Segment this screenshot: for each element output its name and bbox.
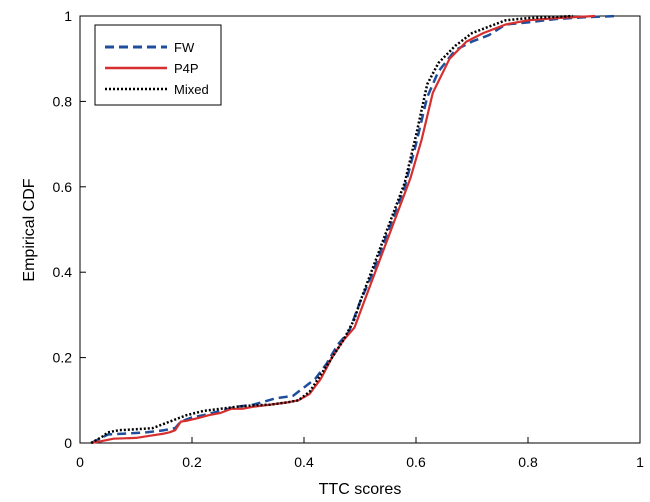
y-tick-label: 0.4: [53, 264, 73, 280]
legend: FW P4P Mixed: [94, 24, 222, 106]
y-tick-label: 1: [64, 8, 72, 24]
y-tick-label: 0.2: [53, 350, 73, 366]
x-tick-label: 0.8: [518, 454, 538, 470]
x-tick-label: 0: [76, 454, 84, 470]
x-axis-title: TTC scores: [319, 481, 402, 498]
legend-label-mixed: Mixed: [174, 82, 209, 97]
y-axis-title: Empirical CDF: [21, 178, 38, 281]
x-tick-label: 1: [636, 454, 644, 470]
x-axis: 0 0.2 0.4 0.6 0.8 1: [76, 437, 644, 470]
x-tick-label: 0.4: [294, 454, 314, 470]
legend-label-p4p: P4P: [174, 61, 199, 76]
y-axis: 0 0.2 0.4 0.6 0.8 1: [53, 8, 86, 451]
x-tick-label: 0.6: [406, 454, 426, 470]
legend-label-fw: FW: [174, 40, 195, 55]
x-tick-label: 0.2: [182, 454, 202, 470]
legend-box: [94, 24, 222, 106]
y-tick-label: 0.6: [53, 179, 73, 195]
y-tick-label: 0.8: [53, 93, 73, 109]
series-layer: [90, 14, 618, 445]
y-tick-label: 0: [64, 435, 72, 451]
